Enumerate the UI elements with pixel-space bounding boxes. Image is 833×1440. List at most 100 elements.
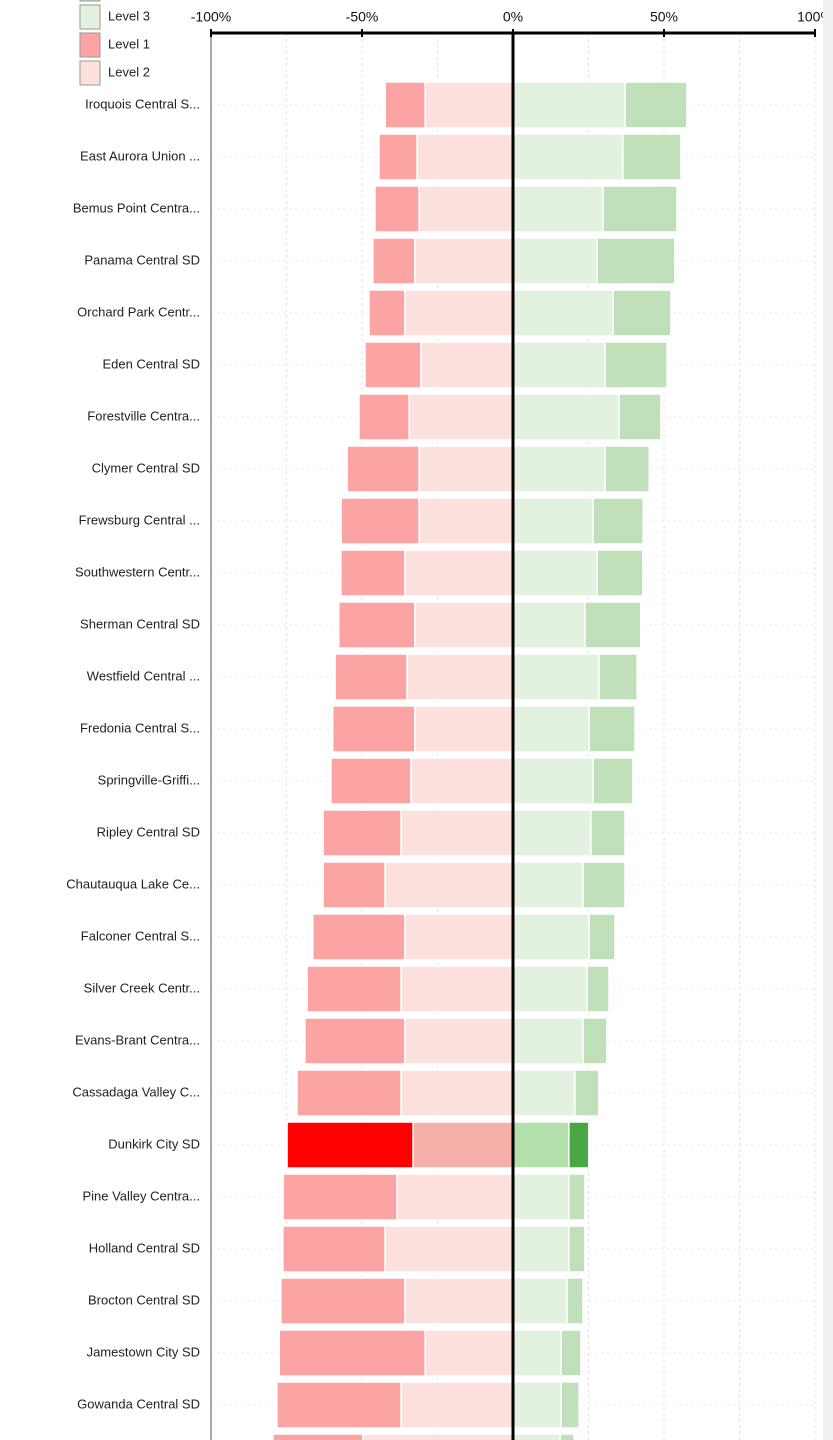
bar-segment — [568, 1121, 590, 1169]
category-label: Pine Valley Centra... — [82, 1188, 200, 1203]
bar-segment — [512, 81, 626, 129]
bar-segment — [584, 601, 642, 649]
bar-segment — [588, 705, 636, 753]
bar-segment — [418, 445, 514, 493]
bar-segment — [408, 393, 514, 441]
bar-segment — [512, 1121, 570, 1169]
bar-segment — [512, 1173, 570, 1221]
bar-segment — [582, 1017, 608, 1065]
category-label: Clymer Central SD — [92, 460, 200, 475]
bar-segment — [404, 913, 514, 961]
bar-segment — [512, 809, 592, 857]
axis: Iroquois Central S... East Aurora Union .… — [66, 9, 833, 1440]
category-label: Frewsburg Central ... — [79, 512, 200, 527]
bar-segment — [512, 653, 600, 701]
bar-segment — [512, 497, 594, 545]
bar-segment — [624, 81, 688, 129]
legend-label: Level 3 — [108, 8, 150, 23]
bar-segment — [512, 289, 614, 337]
category-label: Southwestern Centr... — [75, 564, 200, 579]
bar-segment — [406, 653, 514, 701]
bar-segment — [276, 1381, 402, 1429]
bar-segment — [337, 601, 416, 649]
bar-segment — [512, 549, 598, 597]
bar-segment — [296, 1069, 402, 1117]
bar-segment — [574, 1069, 600, 1117]
bar-segment — [414, 237, 514, 285]
bar-segment — [362, 1433, 514, 1440]
bar-segment — [384, 861, 514, 909]
category-label: Westfield Central ... — [87, 668, 200, 683]
bar-segment — [384, 1225, 514, 1273]
bar-segment — [378, 133, 418, 181]
bar-segment — [404, 1277, 514, 1325]
bar-segment — [560, 1381, 580, 1429]
bar-segment — [602, 185, 678, 233]
bar-segment — [622, 133, 682, 181]
bar-segment — [334, 653, 408, 701]
bar-segment — [412, 1121, 514, 1169]
bar-segment — [512, 757, 594, 805]
bar-segment — [512, 341, 606, 389]
bar-segment — [420, 341, 514, 389]
category-label: Ripley Central SD — [97, 824, 200, 839]
x-tick-label: 50% — [650, 9, 678, 25]
bar-segment — [559, 1433, 575, 1440]
bar-segment — [604, 445, 650, 493]
category-label: Fredonia Central S... — [80, 720, 200, 735]
bar-segment — [396, 1173, 514, 1221]
bar-segment — [592, 497, 644, 545]
bar-segment — [512, 1433, 561, 1440]
bar-segment — [404, 1017, 514, 1065]
bar-segment — [512, 1381, 562, 1429]
bar-segment — [364, 341, 422, 389]
bar-segment — [374, 185, 420, 233]
category-label: Orchard Park Centr... — [77, 304, 200, 319]
bar-segment — [368, 289, 406, 337]
legend: Level 3 Level 1 Level 2 — [79, 0, 150, 86]
bar-segment — [312, 913, 406, 961]
category-label: East Aurora Union ... — [80, 148, 200, 163]
bar-segment — [280, 1277, 406, 1325]
category-label: Bemus Point Centra... — [73, 200, 200, 215]
category-label: Gowanda Central SD — [77, 1396, 200, 1411]
category-label: Eden Central SD — [102, 356, 200, 371]
category-label: Sherman Central SD — [80, 616, 200, 631]
bar-segment — [400, 809, 514, 857]
x-tick-label: -100% — [191, 9, 231, 25]
bar-segment — [588, 913, 616, 961]
legend-swatch — [79, 32, 101, 58]
category-label: Springville-Griffi... — [98, 772, 200, 787]
bar-segment — [340, 497, 420, 545]
bar-segment — [560, 1329, 582, 1377]
bar-segment — [410, 757, 514, 805]
bar-segment — [598, 653, 638, 701]
bar-segment — [414, 601, 514, 649]
bar-segment — [346, 445, 420, 493]
legend-swatch — [79, 0, 101, 2]
bar-segment — [512, 1017, 584, 1065]
bar-segment — [592, 757, 634, 805]
category-label: Cassadaga Valley C... — [72, 1084, 200, 1099]
edge-shadow — [823, 0, 833, 1440]
bar-segment — [512, 1069, 576, 1117]
x-tick-label: -50% — [346, 9, 379, 25]
category-label: Panama Central SD — [84, 252, 200, 267]
bar-segment — [512, 393, 620, 441]
category-label: Jamestown City SD — [87, 1344, 200, 1359]
bar-segment — [512, 1225, 570, 1273]
bar-segment — [400, 965, 514, 1013]
bar-segment — [612, 289, 672, 337]
bar-segment — [400, 1381, 514, 1429]
bar-segment — [286, 1121, 414, 1169]
bar-segment — [322, 809, 402, 857]
category-label: Silver Creek Centr... — [84, 980, 200, 995]
bar-segment — [568, 1225, 586, 1273]
bar-segment — [272, 1433, 364, 1440]
category-label: Dunkirk City SD — [108, 1136, 200, 1151]
legend-swatch — [79, 60, 101, 86]
bar-segment — [604, 341, 668, 389]
bar-segment — [278, 1329, 426, 1377]
bar-segment — [512, 601, 586, 649]
